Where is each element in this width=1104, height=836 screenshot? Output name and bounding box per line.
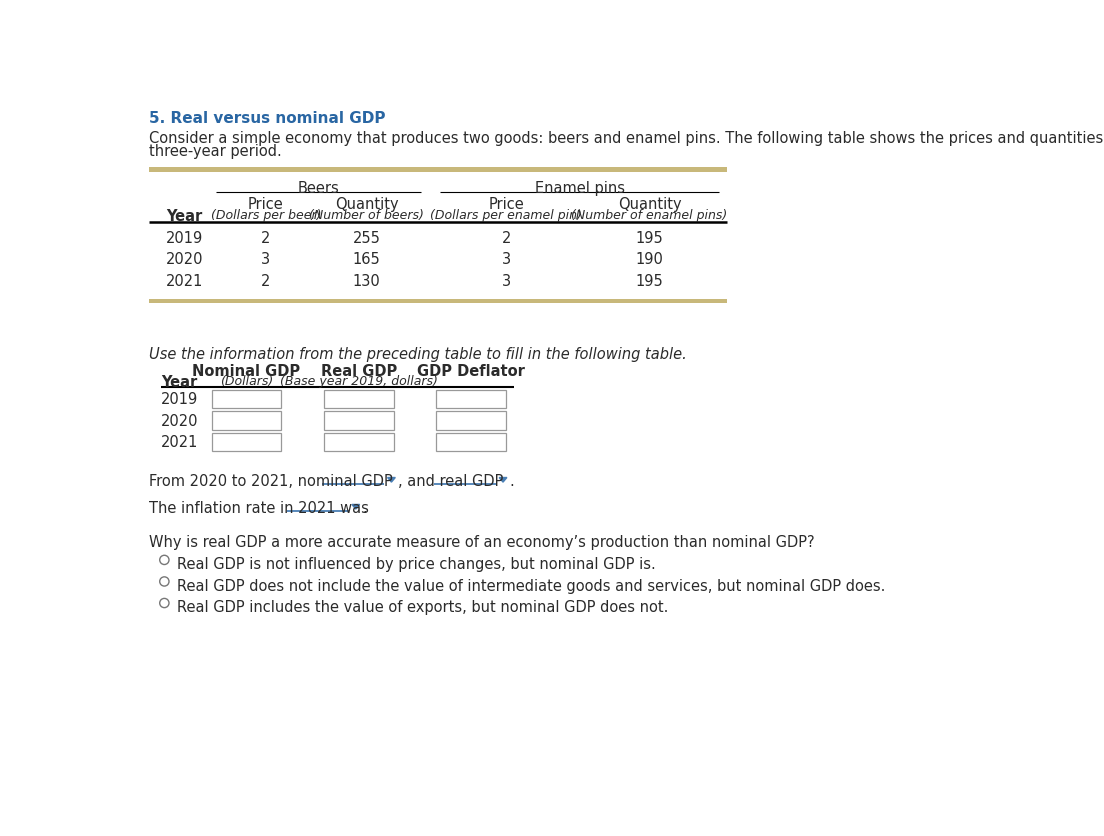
Text: 3: 3 bbox=[501, 273, 511, 288]
Text: Nominal GDP: Nominal GDP bbox=[192, 364, 300, 379]
Text: Enamel pins: Enamel pins bbox=[534, 181, 625, 196]
Polygon shape bbox=[499, 478, 507, 482]
Text: Real GDP is not influenced by price changes, but nominal GDP is.: Real GDP is not influenced by price chan… bbox=[177, 557, 656, 571]
Text: 2: 2 bbox=[262, 273, 270, 288]
Text: Real GDP: Real GDP bbox=[321, 364, 397, 379]
Text: 2019: 2019 bbox=[161, 392, 199, 407]
Text: Year: Year bbox=[161, 375, 198, 390]
Polygon shape bbox=[352, 505, 360, 509]
Text: , and real GDP: , and real GDP bbox=[397, 473, 503, 488]
Text: 165: 165 bbox=[353, 252, 381, 267]
Bar bbox=[436, 433, 506, 451]
Bar bbox=[323, 390, 394, 409]
Text: 2: 2 bbox=[501, 230, 511, 245]
Text: Consider a simple economy that produces two goods: beers and enamel pins. The fo: Consider a simple economy that produces … bbox=[149, 131, 1104, 146]
Text: (Dollars): (Dollars) bbox=[220, 375, 273, 388]
Text: Use the information from the preceding table to fill in the following table.: Use the information from the preceding t… bbox=[149, 346, 687, 361]
Bar bbox=[323, 412, 394, 431]
Bar bbox=[436, 412, 506, 431]
Circle shape bbox=[160, 556, 169, 565]
Text: Quantity: Quantity bbox=[335, 197, 399, 212]
Bar bbox=[323, 433, 394, 451]
Text: (Number of beers): (Number of beers) bbox=[309, 209, 424, 222]
Text: (Base year 2019, dollars): (Base year 2019, dollars) bbox=[280, 375, 438, 388]
Text: The inflation rate in 2021 was: The inflation rate in 2021 was bbox=[149, 500, 369, 515]
Bar bbox=[149, 168, 728, 172]
Text: (Dollars per beer): (Dollars per beer) bbox=[211, 209, 321, 222]
Text: .: . bbox=[509, 473, 514, 488]
Text: 2020: 2020 bbox=[161, 413, 199, 428]
Text: Real GDP does not include the value of intermediate goods and services, but nomi: Real GDP does not include the value of i… bbox=[177, 578, 885, 593]
Circle shape bbox=[160, 599, 169, 608]
Text: 2021: 2021 bbox=[166, 273, 203, 288]
Text: Beers: Beers bbox=[297, 181, 339, 196]
Text: 3: 3 bbox=[501, 252, 511, 267]
Circle shape bbox=[160, 577, 169, 586]
Text: Year: Year bbox=[167, 209, 203, 224]
Text: 130: 130 bbox=[353, 273, 381, 288]
Text: 2: 2 bbox=[262, 230, 270, 245]
Text: Price: Price bbox=[248, 197, 284, 212]
Text: 3: 3 bbox=[262, 252, 270, 267]
Bar bbox=[149, 299, 728, 304]
Bar bbox=[436, 390, 506, 409]
Text: 255: 255 bbox=[352, 230, 381, 245]
Bar bbox=[212, 390, 282, 409]
Text: 190: 190 bbox=[636, 252, 664, 267]
Polygon shape bbox=[388, 478, 395, 482]
Text: 2020: 2020 bbox=[166, 252, 203, 267]
Text: .: . bbox=[362, 500, 367, 515]
Text: three-year period.: three-year period. bbox=[149, 144, 282, 159]
Text: Why is real GDP a more accurate measure of an economy’s production than nominal : Why is real GDP a more accurate measure … bbox=[149, 535, 815, 550]
Text: 2019: 2019 bbox=[166, 230, 203, 245]
Text: 5. Real versus nominal GDP: 5. Real versus nominal GDP bbox=[149, 111, 385, 126]
Text: Real GDP includes the value of exports, but nominal GDP does not.: Real GDP includes the value of exports, … bbox=[177, 599, 668, 614]
Text: 195: 195 bbox=[636, 230, 664, 245]
Text: (Number of enamel pins): (Number of enamel pins) bbox=[572, 209, 728, 222]
Text: 195: 195 bbox=[636, 273, 664, 288]
Bar bbox=[212, 412, 282, 431]
Text: Quantity: Quantity bbox=[617, 197, 681, 212]
Text: From 2020 to 2021, nominal GDP: From 2020 to 2021, nominal GDP bbox=[149, 473, 393, 488]
Text: 2021: 2021 bbox=[161, 435, 199, 450]
Text: (Dollars per enamel pin): (Dollars per enamel pin) bbox=[431, 209, 582, 222]
Text: Price: Price bbox=[488, 197, 524, 212]
Text: GDP Deflator: GDP Deflator bbox=[417, 364, 526, 379]
Bar bbox=[212, 433, 282, 451]
